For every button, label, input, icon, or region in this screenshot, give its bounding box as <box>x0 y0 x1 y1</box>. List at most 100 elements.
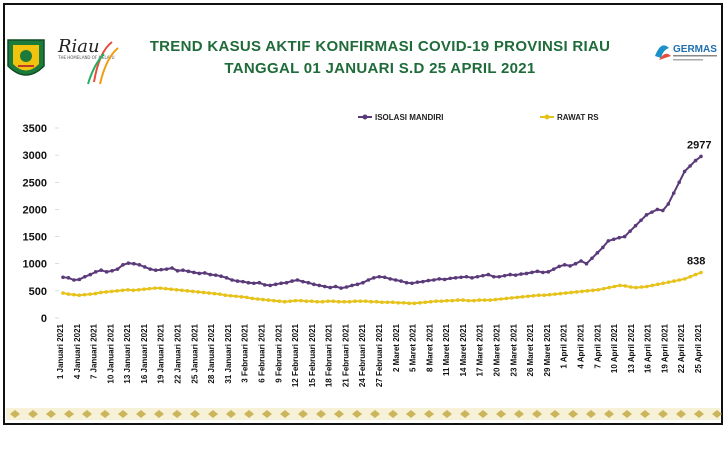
data-point <box>623 284 628 288</box>
data-point <box>585 289 590 293</box>
data-point <box>628 285 633 289</box>
decorative-motif <box>586 410 596 418</box>
decorative-motif <box>478 410 488 418</box>
x-tick-label: 24 Februari 2021 <box>358 323 367 387</box>
data-point <box>99 268 103 273</box>
data-point <box>639 218 643 223</box>
data-point <box>526 294 530 299</box>
data-point <box>99 290 103 295</box>
data-point <box>147 286 152 291</box>
data-point <box>196 290 200 294</box>
decorative-motif <box>496 410 506 418</box>
decorative-motif <box>604 410 614 418</box>
decorative-motif <box>154 410 164 418</box>
data-point <box>93 270 98 274</box>
data-point <box>228 293 233 298</box>
data-point <box>410 281 414 286</box>
data-point <box>326 299 330 303</box>
x-tick-label: 28 Januari 2021 <box>207 323 216 383</box>
decorative-motif <box>316 410 326 418</box>
data-point <box>415 280 420 284</box>
data-point <box>448 276 452 281</box>
data-point <box>170 266 174 270</box>
data-point <box>137 263 142 267</box>
decorative-motif <box>460 410 470 418</box>
x-tick-label: 4 Januari 2021 <box>73 323 82 379</box>
data-point <box>380 300 384 305</box>
data-point <box>377 274 382 279</box>
data-point <box>671 191 676 195</box>
data-point <box>645 284 649 289</box>
data-point <box>293 298 298 303</box>
data-point <box>361 280 365 285</box>
data-point <box>257 280 262 285</box>
data-point <box>428 299 433 304</box>
data-point <box>245 295 249 300</box>
data-point <box>633 223 638 228</box>
brand-sub: THE HOMELAND OF MELAYU <box>57 55 115 60</box>
data-point <box>509 296 514 300</box>
data-point <box>421 279 425 284</box>
data-point <box>607 285 611 290</box>
x-tick-label: 13 Januari 2021 <box>123 323 132 383</box>
data-point <box>175 268 180 273</box>
data-point <box>470 276 474 280</box>
data-point <box>163 286 168 291</box>
data-point <box>66 276 71 280</box>
decorative-motif <box>172 410 182 418</box>
data-point <box>153 268 158 273</box>
data-point <box>282 299 287 304</box>
data-point <box>169 287 173 292</box>
decorative-motif <box>676 410 686 418</box>
data-point <box>126 287 130 292</box>
end-value-label: 2977 <box>687 139 711 151</box>
data-point <box>502 273 507 278</box>
series-line-0 <box>62 155 702 290</box>
data-point <box>596 287 601 292</box>
x-tick-label: 27 Februari 2021 <box>375 323 384 387</box>
decorative-motif <box>298 410 308 418</box>
data-point <box>295 278 300 282</box>
data-point <box>77 277 82 282</box>
data-point <box>279 281 283 286</box>
data-point <box>455 298 460 302</box>
data-point <box>580 289 584 294</box>
data-point <box>224 276 229 280</box>
data-point <box>535 269 540 274</box>
data-point <box>369 299 373 304</box>
data-point <box>61 275 65 280</box>
data-point <box>542 293 547 298</box>
data-point <box>320 299 325 304</box>
decorative-motif <box>442 410 452 418</box>
data-point <box>611 237 616 242</box>
data-point <box>72 278 76 282</box>
x-tick-label: 12 Februari 2021 <box>291 323 300 387</box>
x-tick-label: 1 Januari 2021 <box>56 323 65 379</box>
decorative-motif <box>352 410 362 418</box>
data-point <box>358 299 363 303</box>
data-point <box>557 264 562 269</box>
data-point <box>372 276 376 280</box>
decorative-motif <box>190 410 200 418</box>
data-point <box>158 286 163 290</box>
data-point <box>464 274 469 279</box>
y-tick-label: 2000 <box>23 204 47 216</box>
data-point <box>115 267 120 271</box>
data-point <box>77 293 82 298</box>
data-point <box>353 299 357 303</box>
data-point <box>423 300 428 305</box>
decorative-motif <box>694 410 704 418</box>
y-tick-label: 1000 <box>23 259 47 271</box>
data-point <box>339 286 343 290</box>
data-point <box>450 298 455 303</box>
data-point <box>309 299 314 303</box>
decorative-motif <box>406 410 416 418</box>
decorative-motif <box>82 410 92 418</box>
data-point <box>530 270 534 275</box>
data-point <box>185 289 190 293</box>
data-point <box>432 278 436 282</box>
data-point <box>201 290 206 295</box>
data-point <box>666 280 671 284</box>
data-point <box>591 288 595 293</box>
x-tick-label: 1 April 2021 <box>560 323 569 368</box>
